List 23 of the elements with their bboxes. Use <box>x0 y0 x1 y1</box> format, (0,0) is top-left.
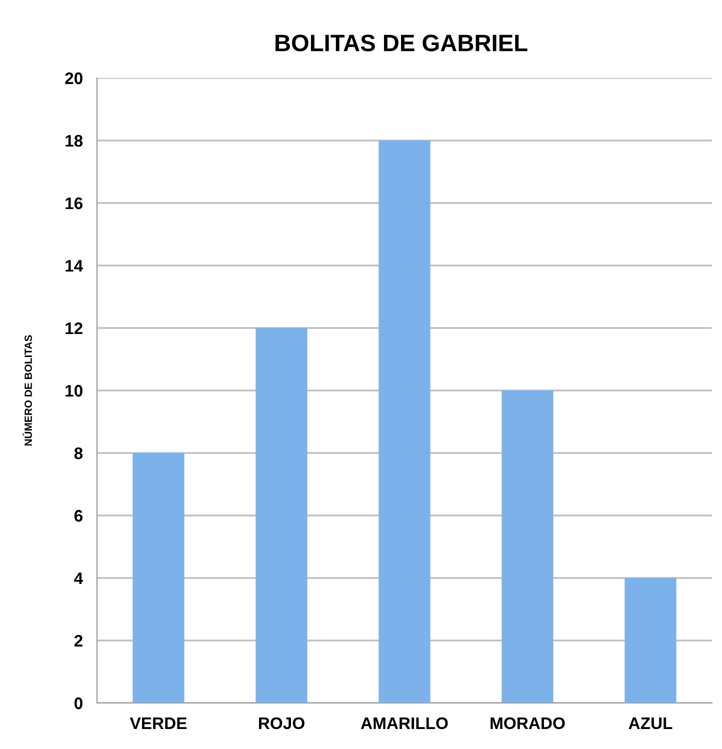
x-tick-label: VERDE <box>130 718 187 729</box>
bar <box>378 140 430 703</box>
y-tick-label: 2 <box>74 634 82 647</box>
y-tick-label: 8 <box>74 447 83 460</box>
x-tick-label: AZUL <box>628 718 672 730</box>
chart-title: BOLITAS DE GABRIEL <box>276 34 528 52</box>
y-tick-label: 6 <box>74 510 83 522</box>
y-axis-title: NÚMERO DE BOLITAS <box>22 335 32 446</box>
x-tick-label: ROJO <box>259 717 304 730</box>
x-tick-label: AMARILLO <box>360 717 448 730</box>
y-tick-label: 18 <box>66 134 83 147</box>
x-tick-label: MORADO <box>490 717 565 730</box>
bar <box>132 453 184 703</box>
bar <box>624 578 676 703</box>
y-tick-label: 20 <box>65 72 82 84</box>
y-tick-label: 0 <box>74 697 82 710</box>
y-tick-label: 16 <box>66 197 83 210</box>
y-tick-label: 10 <box>66 384 82 397</box>
bar <box>256 328 308 703</box>
y-tick-label: 4 <box>74 572 84 584</box>
y-tick-label: 12 <box>66 322 82 334</box>
y-tick-label: 14 <box>66 260 84 272</box>
bar <box>502 390 554 703</box>
